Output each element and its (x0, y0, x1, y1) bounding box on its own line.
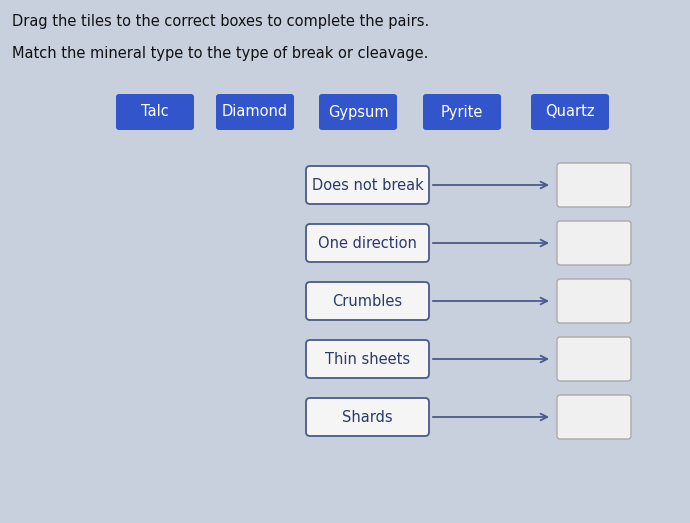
Text: Quartz: Quartz (545, 105, 595, 119)
Text: Diamond: Diamond (222, 105, 288, 119)
FancyBboxPatch shape (531, 94, 609, 130)
FancyBboxPatch shape (116, 94, 194, 130)
FancyBboxPatch shape (306, 398, 429, 436)
FancyBboxPatch shape (557, 221, 631, 265)
Text: Does not break: Does not break (312, 177, 424, 192)
FancyBboxPatch shape (306, 166, 429, 204)
FancyBboxPatch shape (557, 279, 631, 323)
Text: One direction: One direction (318, 235, 417, 251)
FancyBboxPatch shape (306, 282, 429, 320)
FancyBboxPatch shape (557, 337, 631, 381)
Text: Thin sheets: Thin sheets (325, 351, 410, 367)
FancyBboxPatch shape (319, 94, 397, 130)
FancyBboxPatch shape (216, 94, 294, 130)
Text: Talc: Talc (141, 105, 169, 119)
FancyBboxPatch shape (557, 395, 631, 439)
Text: Crumbles: Crumbles (333, 293, 402, 309)
FancyBboxPatch shape (306, 224, 429, 262)
FancyBboxPatch shape (423, 94, 501, 130)
Text: Pyrite: Pyrite (441, 105, 483, 119)
FancyBboxPatch shape (306, 340, 429, 378)
Text: Gypsum: Gypsum (328, 105, 388, 119)
Text: Shards: Shards (342, 410, 393, 425)
FancyBboxPatch shape (557, 163, 631, 207)
Text: Drag the tiles to the correct boxes to complete the pairs.: Drag the tiles to the correct boxes to c… (12, 14, 429, 29)
Text: Match the mineral type to the type of break or cleavage.: Match the mineral type to the type of br… (12, 46, 428, 61)
